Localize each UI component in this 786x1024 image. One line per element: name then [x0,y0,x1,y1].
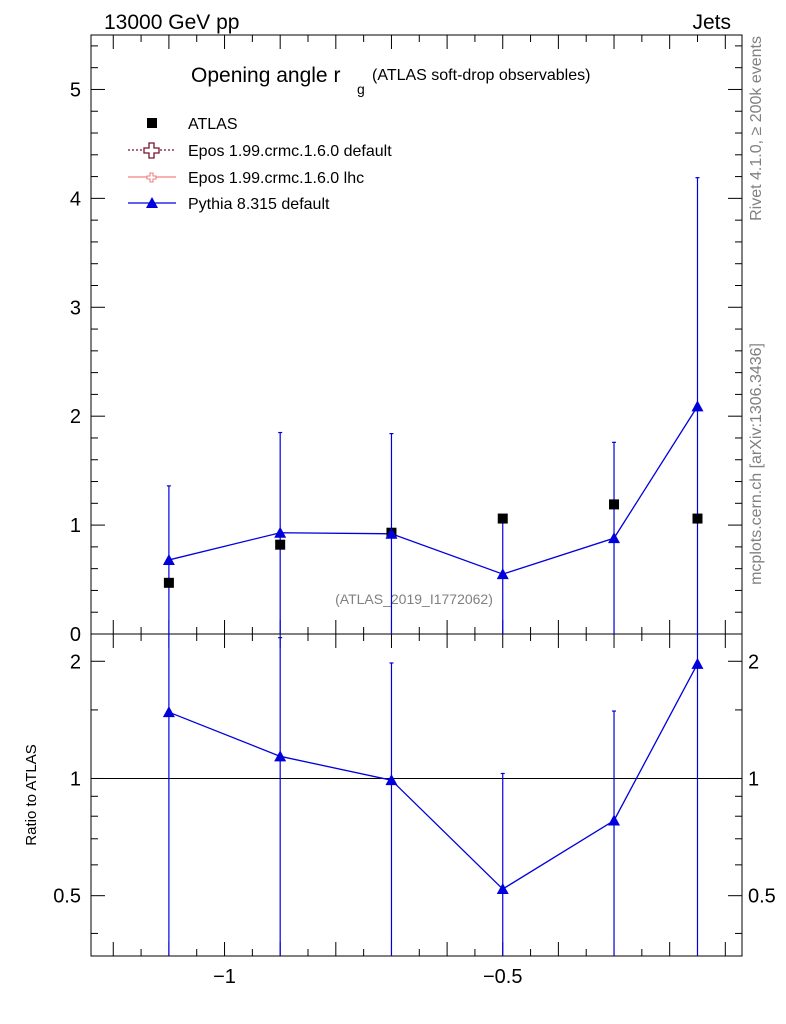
ratio-line [168,663,699,890]
atlas-data-point [609,499,620,510]
header-right: Jets [692,11,731,34]
atlas-data-point [163,577,174,588]
ratio-point [691,657,704,669]
ratio-y-tick-label-right: 0.5 [748,886,776,908]
legend-marker-epos-lhc [146,172,157,183]
ratio-y-tick-label-right: 1 [748,768,759,790]
pythia-point [691,400,704,412]
main-y-tick-label: 3 [70,297,81,319]
analysis-watermark: (ATLAS_2019_I1772062) [335,591,493,607]
x-tick-label: −1 [213,966,236,988]
chart-title: Opening angle r [191,64,340,87]
ratio-y-tick-label: 1 [70,768,81,790]
legend-label-atlas: ATLAS [188,116,238,133]
ratio-y-tick-label-right: 2 [748,651,759,673]
ratio-ylabel: Ratio to ATLAS [23,744,40,845]
main-y-tick-label: 0 [70,624,81,646]
legend-label-epos-lhc: Epos 1.99.crmc.1.6.0 lhc [188,170,364,187]
pythia-point [385,527,398,539]
pythia-point [162,553,175,565]
ratio-point [274,750,287,762]
pythia-point [274,526,287,538]
ratio-point [162,706,175,718]
pythia-line [168,406,699,575]
side-label-mcplots: mcplots.cern.ch [arXiv:1306.3436] [748,343,765,585]
atlas-data-point [692,513,703,524]
legend-marker-pythia [146,197,158,208]
atlas-data-point [497,513,508,524]
ratio-y-tick-label: 0.5 [53,886,81,908]
x-tick-label: −0.5 [483,966,522,988]
legend: ATLAS Epos 1.99.crmc.1.6.0 default Epos … [128,116,392,213]
legend-label-pythia: Pythia 8.315 default [188,196,330,213]
side-label-rivet: Rivet 4.1.0, ≥ 200k events [748,36,765,221]
main-y-tick-label: 4 [70,188,81,210]
pythia-point [608,532,621,544]
legend-marker-atlas [147,118,157,128]
atlas-data-point [275,539,286,550]
ratio-point [385,774,398,786]
main-y-tick-label: 1 [70,515,81,537]
chart-title-suffix: (ATLAS soft-drop observables) [372,67,590,84]
ratio-panel-frame [90,633,743,957]
ratio-y-tick-label: 2 [70,651,81,673]
main-y-tick-label: 5 [70,79,81,101]
ratio-point [496,883,509,895]
legend-label-epos-default: Epos 1.99.crmc.1.6.0 default [188,143,392,160]
ratio-point [608,814,621,826]
header-left: 13000 GeV pp [104,11,239,34]
legend-marker-epos-default [143,142,160,159]
pythia-point [496,568,509,580]
chart-title-subscript: g [357,81,365,97]
main-y-tick-label: 2 [70,406,81,428]
